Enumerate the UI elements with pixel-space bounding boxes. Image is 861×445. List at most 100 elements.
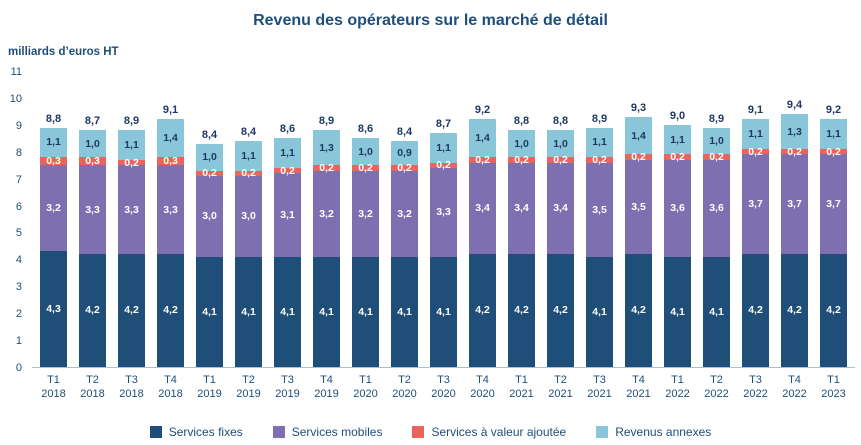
segment-value-label: 1,0 [202, 151, 217, 164]
legend-swatch-revenus-annexes [596, 426, 609, 438]
segment-value-label: 4,2 [514, 304, 529, 317]
bar-stack: 8,9 4,1 3,2 0,2 1,3 [313, 115, 340, 367]
segment-services-mobiles: 3,1 [274, 173, 301, 257]
segment-value-label: 4,1 [670, 305, 685, 318]
total-label: 9,0 [669, 109, 686, 122]
segment-services-fixes: 4,1 [664, 256, 691, 367]
segment-value-label: 0,2 [397, 161, 412, 174]
segment-revenus-annexes: 1,4 [157, 119, 184, 158]
x-axis-label-T1-2022: T1 2022 [665, 374, 690, 400]
segment-revenus-annexes: 1,1 [742, 119, 769, 150]
bar-stack: 8,8 4,2 3,4 0,2 1,0 [508, 115, 535, 367]
segment-value-label: 1,0 [709, 135, 724, 147]
x-axis-label-T3-2019: T3 2019 [275, 374, 300, 400]
segment-revenus-annexes: 1,0 [196, 143, 223, 171]
segment-value-label: 1,4 [163, 132, 178, 145]
segment-value-label: 0,2 [670, 151, 685, 164]
legend-item-services-valeur-ajoutee: Services à valeur ajoutée [412, 425, 566, 439]
segment-services-mobiles: 3,4 [508, 162, 535, 254]
segment-revenus-annexes: 1,1 [118, 130, 145, 160]
segment-services-fixes: 4,1 [313, 256, 340, 367]
segment-services-valeur-ajoutee: 0,2 [469, 154, 496, 166]
segment-services-valeur-ajoutee: 0,2 [820, 146, 847, 158]
bar-stack: 9,1 4,2 3,7 0,2 1,1 [742, 104, 769, 367]
segment-services-mobiles: 3,4 [469, 162, 496, 254]
x-axis-label-T2-2018: T2 2018 [80, 374, 105, 400]
segment-services-mobiles: 3,3 [118, 165, 145, 254]
segment-value-label: 3,2 [358, 207, 373, 220]
total-label: 8,8 [513, 115, 530, 128]
segment-services-valeur-ajoutee: 0,3 [157, 155, 184, 167]
segment-value-label: 0,2 [748, 145, 763, 158]
bar-stack: 9,2 4,2 3,7 0,2 1,1 [820, 104, 847, 367]
segment-value-label: 1,1 [280, 147, 295, 160]
y-axis-tick-0: 0 [15, 362, 22, 374]
segment-value-label: 0,2 [787, 145, 802, 158]
segment-revenus-annexes: 1,0 [547, 130, 574, 158]
total-label: 8,6 [357, 123, 374, 136]
bar-stack: 8,4 4,1 3,2 0,2 0,9 [391, 126, 418, 367]
segment-services-valeur-ajoutee: 0,2 [235, 167, 262, 179]
segment-services-fixes: 4,1 [703, 256, 730, 367]
segment-value-label: 3,3 [85, 203, 100, 216]
x-axis-label-T1-2023: T1 2023 [821, 374, 846, 400]
segment-value-label: 3,0 [202, 210, 217, 223]
segment-services-fixes: 4,1 [352, 256, 379, 367]
segment-value-label: 3,3 [124, 203, 139, 216]
segment-services-mobiles: 3,0 [235, 175, 262, 257]
bar-stack: 9,4 4,2 3,7 0,2 1,3 [781, 99, 808, 367]
segment-services-mobiles: 3,6 [664, 159, 691, 257]
segment-services-mobiles: 3,3 [79, 165, 106, 254]
x-axis-label-T4-2018: T4 2018 [158, 374, 183, 400]
bar-stack: 8,8 4,2 3,4 0,2 1,0 [547, 115, 574, 367]
segment-revenus-annexes: 1,1 [274, 138, 301, 168]
segment-value-label: 3,7 [826, 198, 841, 211]
y-axis-tick-11: 11 [10, 66, 22, 78]
y-axis-tick-4: 4 [15, 254, 22, 267]
segment-value-label: 3,1 [280, 208, 295, 221]
segment-value-label: 0,2 [124, 156, 139, 169]
segment-services-valeur-ajoutee: 0,2 [118, 157, 145, 169]
bar-T2-2022: 8,9 4,1 3,6 0,2 1,0 T2 2022 [703, 72, 730, 400]
x-axis-label-T3-2022: T3 2022 [743, 374, 768, 400]
segment-value-label: 0,3 [46, 155, 61, 168]
bar-stack: 8,7 4,2 3,3 0,3 1,0 [79, 115, 106, 367]
segment-value-label: 0,2 [514, 153, 529, 166]
legend-swatch-services-valeur-ajoutee [412, 426, 425, 438]
x-axis-label-T1-2018: T1 2018 [41, 374, 66, 400]
segment-value-label: 4,1 [436, 305, 451, 318]
bar-T2-2020: 8,4 4,1 3,2 0,2 0,9 T2 2020 [391, 72, 418, 400]
segment-revenus-annexes: 1,0 [703, 127, 730, 155]
segment-value-label: 4,2 [787, 304, 802, 317]
segment-services-mobiles: 3,6 [703, 159, 730, 257]
legend-label: Services fixes [168, 425, 243, 439]
segment-value-label: 1,1 [826, 128, 841, 141]
y-axis-unit-label: milliards d’euros HT [8, 46, 119, 58]
segment-services-fixes: 4,1 [274, 256, 301, 367]
segment-value-label: 4,1 [358, 305, 373, 318]
segment-value-label: 0,2 [631, 151, 646, 164]
segment-value-label: 3,6 [709, 202, 724, 215]
segment-value-label: 4,1 [202, 305, 217, 318]
bar-stack: 9,1 4,2 3,3 0,3 1,4 [157, 104, 184, 367]
segment-value-label: 4,2 [475, 304, 490, 317]
segment-services-mobiles: 3,5 [625, 159, 652, 254]
segment-value-label: 0,2 [280, 164, 295, 177]
segment-services-valeur-ajoutee: 0,2 [664, 151, 691, 163]
x-axis-label-T2-2019: T2 2019 [236, 374, 261, 400]
bar-stack: 9,3 4,2 3,5 0,2 1,4 [625, 102, 652, 367]
segment-services-mobiles: 3,2 [40, 165, 67, 252]
segment-value-label: 4,2 [748, 304, 763, 317]
segment-value-label: 4,1 [319, 305, 334, 318]
segment-value-label: 0,9 [397, 147, 412, 160]
x-axis-label-T3-2020: T3 2020 [431, 374, 456, 400]
segment-services-mobiles: 3,3 [157, 165, 184, 254]
legend-swatch-services-fixes [149, 426, 162, 438]
segment-services-fixes: 4,2 [157, 253, 184, 367]
bar-T1-2023: 9,2 4,2 3,7 0,2 1,1 T1 2023 [820, 72, 847, 400]
legend-item-services-fixes: Services fixes [149, 425, 243, 439]
x-axis-label-T3-2021: T3 2021 [587, 374, 612, 400]
total-label: 9,4 [786, 99, 803, 112]
bar-T1-2020: 8,6 4,1 3,2 0,2 1,0 T1 2020 [352, 72, 379, 400]
